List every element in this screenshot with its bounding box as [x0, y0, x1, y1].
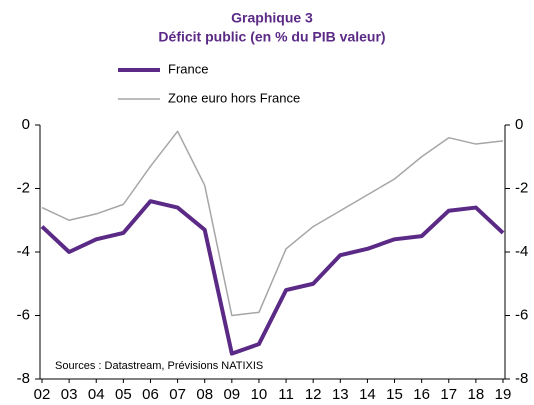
y-tick-label: -4 [17, 243, 30, 260]
y-tick-label: -2 [17, 179, 30, 196]
x-tick-label: 04 [88, 386, 105, 403]
x-tick-label: 17 [440, 386, 457, 403]
y2-tick-label: -4 [515, 243, 528, 260]
y2-tick-label: -2 [515, 179, 528, 196]
x-tick-label: 03 [61, 386, 78, 403]
legend-label: France [168, 61, 208, 76]
y-tick-label: -8 [17, 370, 30, 387]
y-tick-label: 0 [22, 116, 30, 133]
x-tick-label: 05 [115, 386, 132, 403]
series-line [40, 199, 505, 356]
chart-title: Graphique 3 [231, 10, 313, 26]
x-tick-label: 10 [251, 386, 268, 403]
x-tick-label: 16 [413, 386, 430, 403]
y2-tick-label: -8 [515, 370, 528, 387]
x-tick-label: 15 [386, 386, 403, 403]
x-tick-label: 12 [305, 386, 322, 403]
x-tick-label: 13 [332, 386, 349, 403]
y-tick-label: -6 [17, 306, 30, 323]
y2-tick-label: -6 [515, 306, 528, 323]
x-tick-label: 14 [359, 386, 376, 403]
chart-subtitle: Déficit public (en % du PIB valeur) [158, 29, 385, 45]
x-tick-label: 19 [495, 386, 512, 403]
x-tick-label: 02 [34, 386, 51, 403]
source-note: Sources : Datastream, Prévisions NATIXIS [55, 360, 263, 372]
x-tick-label: 11 [278, 386, 294, 403]
x-tick-label: 06 [142, 386, 159, 403]
legend-label: Zone euro hors France [168, 90, 300, 105]
x-tick-label: 09 [223, 386, 240, 403]
y2-tick-label: 0 [515, 116, 523, 133]
x-tick-label: 18 [468, 386, 485, 403]
x-tick-label: 08 [196, 386, 213, 403]
x-tick-label: 07 [169, 386, 186, 403]
series-line [41, 130, 504, 317]
